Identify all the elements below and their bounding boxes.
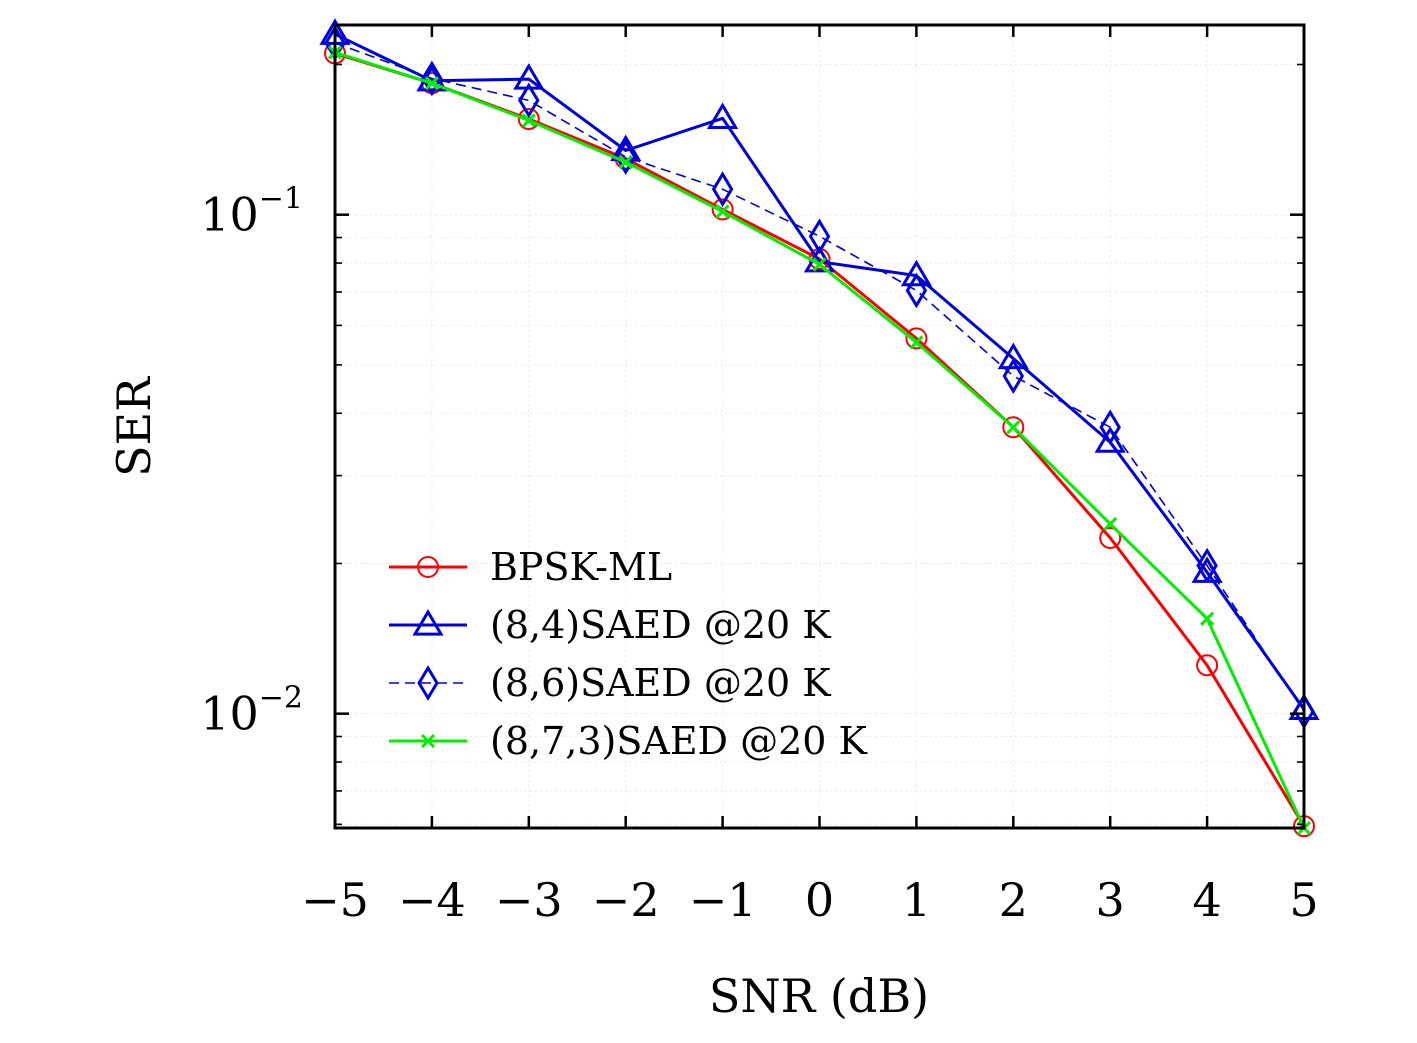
legend-label: (8,7,3)SAED @20 K	[490, 719, 868, 763]
data-point-diamond	[518, 82, 540, 119]
series-line	[334, 42, 1305, 712]
axes-frame	[333, 23, 1306, 830]
data-point-diamond	[1196, 547, 1218, 584]
data-point-circle	[517, 108, 540, 131]
data-point-x	[521, 113, 536, 128]
legend-item-1: BPSK-ML	[389, 545, 672, 589]
legend-item-2: (8,4)SAED @20 K	[389, 603, 831, 647]
data-point-x	[424, 76, 439, 91]
data-point-x	[618, 155, 633, 170]
x-tick-label: 2	[999, 873, 1028, 927]
data-point-triangle	[412, 609, 444, 636]
x-tick-label: −1	[689, 873, 757, 927]
x-tick-label: 0	[805, 873, 834, 927]
series-line	[334, 32, 1306, 711]
series-3	[324, 24, 1315, 730]
x-tick-label: −2	[592, 873, 660, 927]
data-point-diamond	[905, 272, 928, 309]
legend-label: (8,6)SAED @20 K	[490, 661, 831, 705]
data-point-x	[420, 733, 436, 749]
grid-layer	[334, 25, 1305, 828]
x-tick-label: −3	[495, 873, 563, 927]
legend-label: BPSK-ML	[490, 545, 672, 589]
data-point-circle	[711, 198, 734, 221]
data-point-diamond	[808, 218, 831, 255]
x-tick-label: 1	[902, 873, 931, 927]
legend-item-4: (8,7,3)SAED @20 K	[389, 719, 868, 763]
data-point-x	[1103, 516, 1118, 532]
x-axis-label: SNR (dB)	[709, 969, 929, 1023]
x-tick-label: −4	[398, 873, 466, 927]
data-point-x	[1200, 611, 1215, 626]
legend-label: (8,4)SAED @20 K	[490, 603, 831, 647]
x-tick-label: 5	[1289, 873, 1318, 927]
data-point-circle	[1002, 416, 1025, 439]
data-point-circle	[1099, 526, 1122, 549]
y-tick-exponent: −1	[259, 182, 303, 217]
data-point-triangle	[997, 342, 1029, 370]
data-point-diamond	[1099, 409, 1121, 446]
data-point-triangle	[1094, 426, 1126, 453]
tick-labels: −5 −4 −3 −2 −1 0 1 2 3 4 510−110−2	[200, 182, 1318, 927]
x-tick-label: −5	[301, 873, 369, 927]
y-tick-label: 10−1	[200, 182, 303, 242]
data-point-triangle	[706, 102, 739, 129]
data-point-x	[909, 335, 924, 350]
data-point-diamond	[1002, 358, 1025, 394]
y-axis-label: SER	[107, 376, 161, 477]
data-point-circle	[417, 556, 439, 578]
series-layer	[319, 18, 1320, 838]
data-point-x	[812, 257, 827, 272]
data-point-x	[715, 204, 730, 219]
legend: BPSK-ML (8,4)SAED @20 K (8,6)SAED @20 K (8,…	[389, 545, 868, 763]
data-point-diamond	[417, 665, 439, 701]
data-point-x	[1006, 420, 1021, 435]
data-point-triangle	[900, 259, 933, 287]
data-point-diamond	[711, 171, 734, 208]
data-point-diamond	[614, 139, 637, 175]
legend-item-3: (8,6)SAED @20 K	[389, 661, 831, 705]
x-tick-label: 3	[1096, 873, 1125, 927]
y-tick-base: 10	[200, 687, 259, 741]
data-point-circle	[1196, 654, 1219, 677]
data-point-triangle	[610, 134, 642, 162]
y-tick-label: 10−2	[200, 681, 303, 741]
data-point-diamond	[421, 60, 443, 97]
y-tick-exponent: −2	[259, 681, 303, 716]
data-point-circle	[905, 327, 928, 350]
x-tick-label: 4	[1192, 873, 1221, 927]
y-tick-base: 10	[200, 188, 259, 242]
data-point-triangle	[416, 64, 448, 92]
series-1	[324, 42, 1315, 838]
